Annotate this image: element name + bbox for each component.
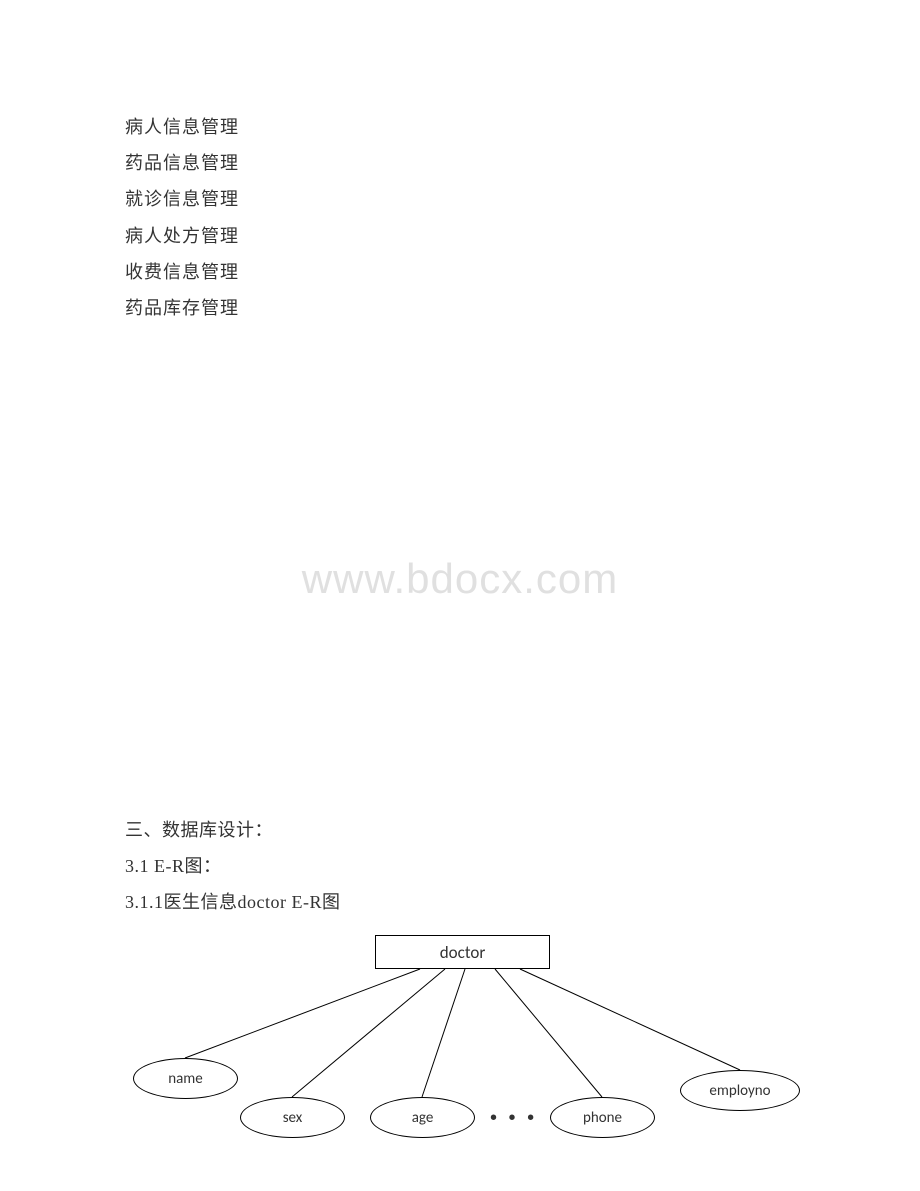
er-ellipsis-dots: • • • <box>490 1107 537 1130</box>
er-attribute-sex: sex <box>240 1097 345 1138</box>
er-attribute-label: phone <box>583 1109 622 1127</box>
er-attribute-name: name <box>133 1058 238 1099</box>
list-item: 病人处方管理 <box>125 219 795 253</box>
er-attribute-label: sex <box>283 1109 303 1127</box>
list-item: 就诊信息管理 <box>125 182 795 216</box>
er-entity-label: doctor <box>440 942 486 963</box>
management-list: 病人信息管理 药品信息管理 就诊信息管理 病人处方管理 收费信息管理 药品库存管… <box>125 110 795 325</box>
er-attribute-label: employno <box>709 1082 770 1100</box>
er-line <box>422 969 465 1097</box>
er-line <box>185 969 420 1058</box>
er-attribute-label: name <box>168 1070 203 1088</box>
heading-section-3-1-1: 3.1.1医生信息doctor E-R图 <box>125 884 795 920</box>
er-attribute-employno: employno <box>680 1070 800 1111</box>
list-item: 药品库存管理 <box>125 291 795 325</box>
er-line <box>495 969 602 1097</box>
er-line <box>520 969 740 1070</box>
er-attribute-phone: phone <box>550 1097 655 1138</box>
watermark-text: www.bdocx.com <box>302 555 618 603</box>
list-item: 病人信息管理 <box>125 110 795 144</box>
heading-section-3-1: 3.1 E-R图： <box>125 848 795 884</box>
er-attribute-label: age <box>412 1109 434 1127</box>
section-headings: 三、数据库设计： 3.1 E-R图： 3.1.1医生信息doctor E-R图 <box>125 812 795 920</box>
er-attribute-age: age <box>370 1097 475 1138</box>
list-item: 药品信息管理 <box>125 146 795 180</box>
heading-section-3: 三、数据库设计： <box>125 812 795 848</box>
list-item: 收费信息管理 <box>125 255 795 289</box>
er-diagram: doctor name sex age phone employno • • • <box>125 935 795 1145</box>
er-entity-doctor: doctor <box>375 935 550 969</box>
